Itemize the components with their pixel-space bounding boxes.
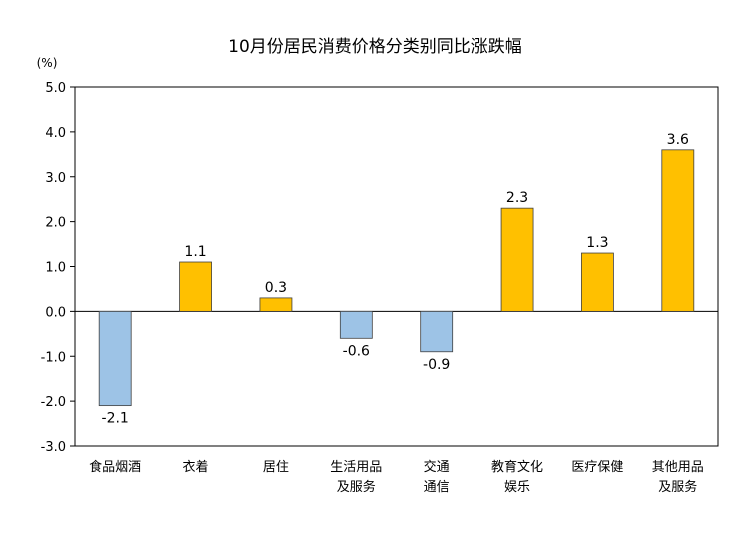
x-tick-label: 居住: [263, 460, 289, 475]
x-tick-label: 及服务: [337, 479, 376, 495]
y-tick-label: 2.0: [45, 216, 66, 231]
y-tick-label: 0.0: [45, 305, 66, 320]
bar: [339, 310, 373, 339]
y-tick-label: -3.0: [41, 440, 66, 455]
chart-title: 10月份居民消费价格分类别同比涨跌幅: [228, 37, 522, 57]
data-label: 2.3: [506, 190, 528, 206]
data-label: 1.1: [184, 244, 206, 260]
data-label: -0.6: [343, 343, 370, 359]
bar: [98, 310, 132, 407]
x-tick-label: 衣着: [183, 459, 209, 475]
x-tick-label: 生活用品: [330, 460, 382, 475]
bar: [661, 149, 695, 312]
y-tick-label: -1.0: [41, 350, 66, 365]
y-tick-label: 1.0: [45, 261, 66, 276]
bar: [581, 252, 614, 312]
data-label: 1.3: [586, 235, 608, 251]
bar: [500, 207, 534, 312]
data-label: -0.9: [423, 357, 450, 373]
y-tick-label: 4.0: [45, 126, 66, 141]
bar: [420, 310, 454, 353]
x-tick-label: 食品烟酒: [89, 459, 141, 475]
data-label: -2.1: [102, 411, 129, 427]
x-tick-label: 及服务: [658, 479, 697, 495]
x-tick-label: 交通: [424, 459, 450, 475]
x-tick-label: 医疗保健: [571, 460, 623, 475]
x-tick-label: 通信: [424, 480, 450, 495]
y-unit-label: (%): [37, 56, 58, 70]
x-tick-label: 教育文化: [491, 459, 543, 475]
bar: [259, 297, 293, 312]
y-tick-label: 5.0: [45, 81, 66, 96]
data-label: 0.3: [265, 280, 287, 296]
bar: [179, 261, 212, 312]
plot-area: [74, 86, 719, 447]
data-label: 3.6: [667, 132, 689, 148]
y-tick-label: -2.0: [41, 395, 66, 410]
x-tick-label: 其他用品: [652, 460, 704, 475]
x-tick-label: 娱乐: [504, 480, 530, 495]
y-tick-label: 3.0: [45, 171, 66, 186]
